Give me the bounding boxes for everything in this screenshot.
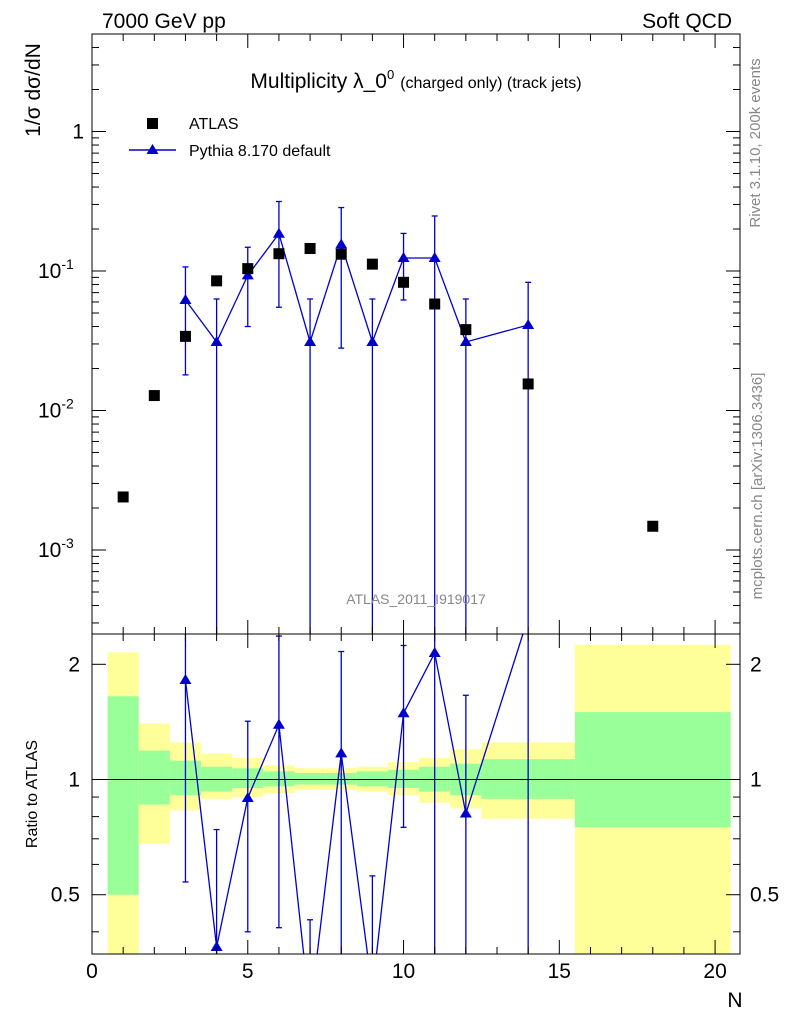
x-tick-label: 5	[242, 960, 254, 983]
band-inner	[356, 771, 388, 787]
ratio-point	[179, 673, 192, 684]
y-tick-label-bottom: 2	[68, 653, 80, 676]
atlas-point	[460, 324, 472, 336]
atlas-point	[647, 520, 659, 532]
y-tick-label-top: 10-2	[38, 396, 74, 423]
atlas-point	[242, 263, 254, 275]
watermark: ATLAS_2011_I919017	[346, 591, 486, 607]
mc-point	[304, 335, 317, 346]
mc-point	[459, 335, 472, 346]
band-inner	[138, 750, 170, 805]
tick-exponent: -3	[61, 535, 74, 551]
legend-atlas-label: ATLAS	[189, 116, 239, 133]
y-tick-label-right: 0.5	[750, 884, 779, 907]
plot-title: Multiplicity λ_00 (charged only) (track j…	[250, 67, 581, 93]
y-axis-label-top: 1/σ dσ/dN	[22, 43, 45, 137]
tick-base: 10	[38, 260, 61, 283]
mc-point	[428, 251, 441, 262]
ratio-point	[428, 647, 441, 658]
x-axis-label: N	[727, 989, 742, 1012]
bottom-series	[179, 634, 529, 954]
tick-base: 10	[38, 539, 61, 562]
atlas-point	[522, 378, 534, 390]
header-left: 7000 GeV pp	[102, 10, 226, 33]
y-tick-label-bottom: 1	[68, 769, 80, 792]
atlas-point	[117, 491, 129, 503]
mc-point	[335, 238, 348, 249]
legend: ATLAS Pythia 8.170 default	[129, 116, 331, 160]
atlas-point	[273, 248, 285, 260]
tick-exponent: -2	[61, 396, 74, 412]
y-tick-label-top: 10-1	[38, 256, 74, 283]
mc-point	[241, 269, 254, 280]
atlas-point	[179, 330, 191, 342]
legend-atlas-marker	[147, 118, 158, 129]
y-tick-label-top: 10-3	[38, 535, 74, 562]
y-tick-label-right: 2	[750, 653, 762, 676]
mc-point	[522, 319, 535, 330]
x-tick-label: 0	[86, 960, 98, 983]
y-axis-label-bottom: Ratio to ATLAS	[24, 740, 41, 848]
bottom-frame	[91, 633, 741, 955]
y-tick-label-bottom: 0.5	[51, 884, 80, 907]
axes-layer: 10-310-210-110.5 0.51 12 20 5 10 15 20	[38, 33, 779, 983]
x-tick-label: 10	[392, 960, 415, 983]
atlas-point	[211, 275, 223, 287]
atlas-point	[398, 276, 410, 288]
ratio-point	[459, 807, 472, 818]
tick-exponent: -1	[61, 256, 74, 272]
mc-line	[184, 232, 529, 345]
ratio-point	[210, 941, 223, 952]
header-right: Soft QCD	[642, 10, 732, 33]
band-inner	[574, 712, 731, 828]
atlas-point	[366, 258, 378, 270]
band-inner	[107, 696, 139, 895]
ratio-point	[241, 791, 254, 802]
title-small: (charged only) (track jets)	[400, 75, 581, 92]
source-url: mcplots.cern.ch [arXiv:1306.3436]	[749, 373, 766, 600]
legend-mc-label: Pythia 8.170 default	[189, 143, 331, 160]
tick-base: 1	[72, 121, 84, 144]
top-series	[117, 200, 659, 634]
tick-base: 10	[38, 400, 61, 423]
ratio-point	[335, 747, 348, 758]
x-tick-label: 15	[548, 960, 571, 983]
mc-point	[272, 227, 285, 238]
title-main: Multiplicity λ_0	[250, 70, 387, 93]
x-tick-label: 20	[703, 960, 726, 983]
mc-point	[366, 335, 379, 346]
title-sup: 0	[387, 67, 394, 82]
y-tick-label-top: 1	[72, 121, 84, 144]
series-layer	[117, 200, 659, 954]
legend-mc-marker	[146, 144, 159, 154]
mc-point	[397, 251, 410, 262]
y-tick-label-right: 1	[750, 769, 762, 792]
band-inner	[294, 772, 326, 785]
atlas-point	[148, 390, 160, 402]
mc-point	[179, 293, 192, 304]
ratio-point	[272, 718, 285, 729]
ratio-point	[397, 707, 410, 718]
atlas-point	[304, 242, 316, 254]
atlas-point	[335, 248, 347, 260]
atlas-point	[429, 298, 441, 310]
rivet-label: Rivet 3.1.10, 200k events	[747, 58, 764, 227]
mc-point	[210, 335, 223, 346]
